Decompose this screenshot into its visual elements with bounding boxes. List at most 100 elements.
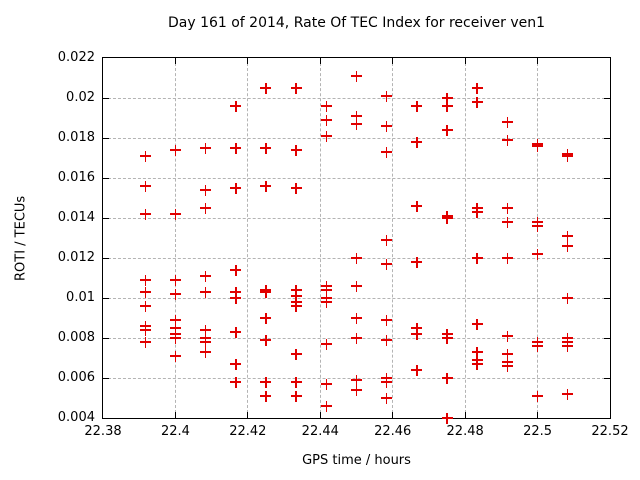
data-point-marker	[351, 312, 362, 324]
data-point-marker	[351, 384, 362, 396]
data-point-marker	[532, 140, 544, 152]
x-tick-label: 22.5	[523, 424, 553, 439]
x-tick-mark-bottom	[174, 412, 176, 418]
data-point-marker	[381, 146, 393, 158]
x-tick-mark-bottom	[537, 412, 539, 418]
x-tick-label: 22.48	[446, 424, 484, 439]
x-tick-label: 22.42	[229, 424, 267, 439]
data-point-marker	[290, 144, 302, 156]
x-tick-label: 22.4	[160, 424, 190, 439]
data-point-marker	[411, 322, 423, 334]
data-point-marker	[169, 274, 181, 286]
y-tick-mark-right	[604, 217, 610, 219]
data-point-marker	[139, 208, 151, 220]
data-point-marker	[502, 252, 513, 264]
data-point-marker	[411, 136, 423, 148]
grid-line-vertical	[247, 58, 249, 418]
data-point-marker	[471, 318, 483, 330]
y-tick-mark-left	[103, 177, 109, 179]
y-tick-mark-right	[604, 337, 610, 339]
data-point-marker	[320, 338, 332, 350]
data-point-marker	[351, 70, 362, 82]
y-tick-mark-right	[604, 377, 610, 379]
data-point-marker	[441, 412, 453, 424]
data-point-marker	[562, 230, 574, 242]
data-point-marker	[381, 392, 393, 404]
data-point-marker	[320, 130, 332, 142]
y-axis-label: ROTI / TECUs	[13, 195, 29, 281]
data-point-marker	[562, 388, 574, 400]
data-point-marker	[562, 240, 574, 252]
data-point-marker	[260, 180, 272, 192]
data-point-marker	[230, 264, 242, 276]
data-point-marker	[471, 346, 483, 358]
data-point-marker	[320, 400, 332, 412]
data-point-marker	[230, 326, 242, 338]
y-tick-label: 0.022	[57, 50, 95, 65]
data-point-marker	[139, 300, 151, 312]
data-point-marker	[441, 92, 453, 104]
data-point-marker	[441, 100, 453, 112]
x-tick-label: 22.46	[374, 424, 412, 439]
y-tick-mark-right	[604, 177, 610, 179]
data-point-marker	[230, 376, 242, 388]
data-point-marker	[290, 390, 302, 402]
x-tick-mark-top	[174, 58, 176, 64]
data-point-marker	[562, 292, 574, 304]
chart-title: Day 161 of 2014, Rate Of TEC Index for r…	[167, 15, 546, 31]
x-tick-mark-top	[392, 58, 394, 64]
data-point-marker	[139, 274, 151, 286]
y-tick-mark-left	[103, 257, 109, 259]
data-point-marker	[532, 248, 544, 260]
x-tick-mark-bottom	[392, 412, 394, 418]
data-point-marker	[169, 288, 181, 300]
data-point-marker	[139, 286, 151, 298]
data-point-marker	[230, 292, 242, 304]
grid-line-horizontal	[103, 217, 610, 219]
data-point-marker	[169, 208, 181, 220]
y-tick-label: 0.008	[57, 330, 95, 345]
grid-line-vertical	[464, 58, 466, 418]
y-tick-mark-left	[103, 377, 109, 379]
y-tick-mark-left	[103, 217, 109, 219]
plot-area	[102, 57, 611, 424]
data-point-marker	[199, 142, 211, 154]
y-tick-mark-left	[103, 337, 109, 339]
data-point-marker	[411, 364, 423, 376]
grid-line-horizontal	[103, 97, 610, 99]
data-point-marker	[290, 348, 302, 360]
data-point-marker	[471, 206, 483, 218]
data-point-marker	[199, 324, 211, 336]
data-point-marker	[290, 82, 302, 94]
data-point-marker	[381, 314, 393, 326]
data-point-marker	[320, 114, 332, 126]
data-point-marker	[320, 100, 332, 112]
grid-line-horizontal	[103, 177, 610, 179]
y-tick-mark-right	[604, 137, 610, 139]
data-point-marker	[169, 314, 181, 326]
data-point-marker	[260, 82, 272, 94]
y-tick-label: 0.004	[57, 410, 95, 425]
data-point-marker	[502, 116, 513, 128]
y-tick-label: 0.014	[57, 210, 95, 225]
data-point-marker	[169, 322, 181, 334]
data-point-marker	[199, 202, 211, 214]
y-tick-label: 0.006	[57, 370, 95, 385]
grid-line-horizontal	[103, 297, 610, 299]
x-tick-mark-top	[247, 58, 249, 64]
data-point-marker	[230, 358, 242, 370]
data-point-marker	[139, 324, 151, 336]
data-point-marker	[260, 286, 272, 298]
data-point-marker	[320, 284, 332, 296]
y-tick-label: 0.012	[57, 250, 95, 265]
x-axis-label: GPS time / hours	[302, 453, 411, 468]
data-point-marker	[351, 252, 362, 264]
data-point-marker	[260, 390, 272, 402]
data-point-marker	[411, 100, 423, 112]
x-tick-label: 22.38	[84, 424, 122, 439]
data-point-marker	[230, 142, 242, 154]
data-point-marker	[351, 332, 362, 344]
y-tick-label: 0.016	[57, 170, 95, 185]
data-point-marker	[290, 300, 302, 312]
